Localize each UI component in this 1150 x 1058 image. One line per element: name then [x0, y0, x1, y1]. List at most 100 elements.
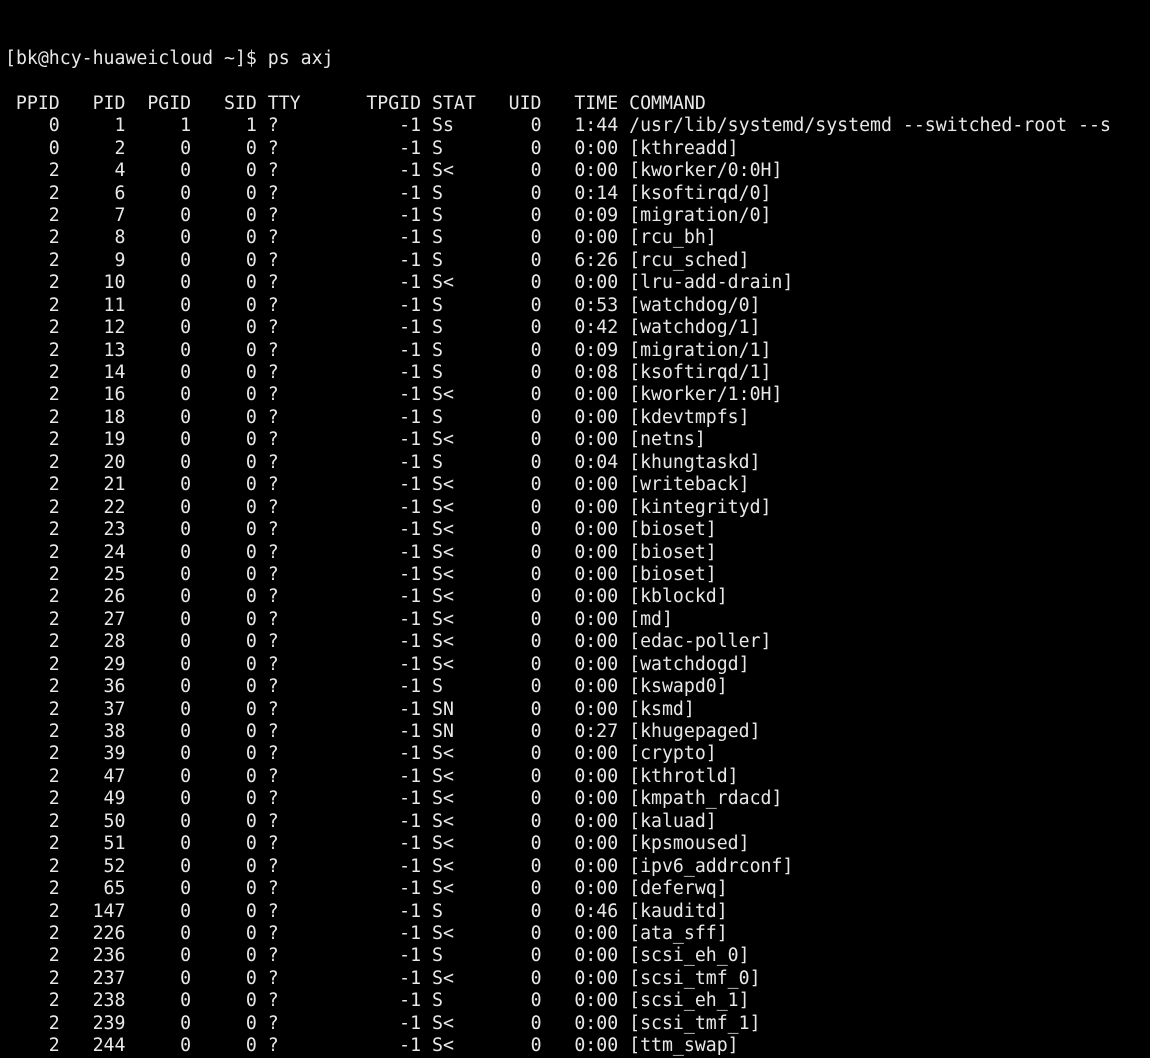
cell-time: 0:00 — [574, 496, 619, 518]
cell-tpgid: -1 — [399, 451, 422, 473]
cell-uid: 0 — [530, 429, 542, 451]
process-row: 2 29 0 0? -1 S< 0 0:00 [watchdogd] — [5, 653, 750, 676]
cell-tty: ? — [267, 272, 279, 294]
cell-tpgid: -1 — [399, 249, 422, 271]
cell-stat: S< — [432, 743, 454, 765]
cell-pid: 14 — [103, 362, 126, 384]
cell-tpgid: -1 — [399, 653, 422, 675]
cell-pid: 25 — [103, 563, 126, 585]
cell-uid: 0 — [530, 227, 542, 249]
cell-sid: 0 — [245, 429, 257, 451]
cell-uid: 0 — [530, 563, 542, 585]
cell-tty: ? — [267, 294, 279, 316]
cell-uid: 0 — [530, 698, 542, 720]
cell-pgid: 0 — [180, 765, 192, 787]
cell-pgid: 0 — [180, 294, 192, 316]
cell-time: 0:00 — [574, 878, 619, 900]
process-row: 2 14 0 0? -1 S 0 0:08 [ksoftirqd/1] — [5, 362, 772, 384]
cell-sid: 0 — [245, 945, 257, 967]
cell-tpgid: -1 — [399, 182, 422, 204]
cell-pgid: 0 — [180, 519, 192, 541]
cell-pgid: 0 — [180, 563, 192, 585]
cell-time: 0:00 — [574, 922, 619, 944]
cell-pgid: 0 — [180, 272, 192, 294]
cell-tpgid: -1 — [399, 810, 422, 832]
cell-sid: 0 — [245, 900, 257, 922]
cell-uid: 0 — [530, 833, 542, 855]
terminal-output[interactable]: [bk@hcy-huaweicloud ~]$ ps axj PPID PID PG… — [5, 3, 1111, 1058]
cell-sid: 0 — [245, 721, 257, 743]
cell-uid: 0 — [530, 496, 542, 518]
cell-pid: 22 — [103, 496, 126, 518]
cell-tpgid: -1 — [399, 137, 422, 159]
cell-command: [bioset] — [629, 519, 717, 541]
cell-pgid: 0 — [180, 384, 192, 406]
cell-pgid: 0 — [180, 406, 192, 428]
header-command: COMMAND — [629, 92, 706, 114]
cell-tty: ? — [267, 765, 279, 787]
cell-uid: 0 — [530, 317, 542, 339]
process-row: 2 22 0 0? -1 S< 0 0:00 [kintegrityd] — [5, 496, 772, 519]
cell-pgid: 0 — [180, 204, 192, 226]
cell-ppid: 2 — [48, 563, 60, 585]
cell-stat: S< — [432, 384, 454, 406]
cell-sid: 0 — [245, 563, 257, 585]
cell-pid: 26 — [103, 586, 126, 608]
cell-stat: S< — [432, 833, 454, 855]
header-tty: TTY — [267, 92, 301, 114]
cell-tty: ? — [267, 182, 279, 204]
cell-tpgid: -1 — [399, 765, 422, 787]
cell-tpgid: -1 — [399, 833, 422, 855]
process-row: 2 38 0 0? -1 SN 0 0:27 [khugepaged] — [5, 721, 761, 743]
cell-tty: ? — [267, 115, 279, 137]
cell-stat: S< — [432, 160, 454, 182]
cell-uid: 0 — [530, 721, 542, 743]
cell-command: [edac-poller] — [629, 631, 772, 653]
cell-pid: 29 — [103, 653, 126, 675]
cell-pgid: 0 — [180, 698, 192, 720]
cell-sid: 0 — [245, 406, 257, 428]
cell-command: [writeback] — [629, 474, 750, 496]
cell-tty: ? — [267, 563, 279, 585]
cell-tpgid: -1 — [399, 429, 422, 451]
header-row: PPID PID PGID SID TTY TPGID STAT UID TIME COMMAND — [5, 93, 706, 115]
cell-sid: 0 — [245, 182, 257, 204]
process-row: 2 11 0 0? -1 S 0 0:53 [watchdog/0] — [5, 294, 761, 317]
cell-time: 0:14 — [574, 182, 619, 204]
cell-time: 0:00 — [574, 788, 619, 810]
cell-pid: 4 — [114, 160, 126, 182]
cell-uid: 0 — [530, 249, 542, 271]
cell-sid: 0 — [245, 608, 257, 630]
process-row: 2 24 0 0? -1 S< 0 0:00 [bioset] — [5, 542, 717, 564]
cell-ppid: 2 — [48, 496, 60, 518]
cell-tpgid: -1 — [399, 474, 422, 496]
cell-tpgid: -1 — [399, 563, 422, 585]
cell-tpgid: -1 — [399, 384, 422, 406]
cell-uid: 0 — [530, 900, 542, 922]
cell-stat: S — [432, 990, 443, 1012]
cell-pid: 27 — [103, 608, 126, 630]
cell-time: 0:00 — [574, 429, 619, 451]
cell-ppid: 2 — [48, 631, 60, 653]
cell-sid: 0 — [245, 272, 257, 294]
cell-command: [ksoftirqd/1] — [629, 362, 772, 384]
process-row: 2 12 0 0? -1 S 0 0:42 [watchdog/1] — [5, 317, 761, 339]
cell-tpgid: -1 — [399, 227, 422, 249]
cell-ppid: 2 — [48, 204, 60, 226]
cell-ppid: 2 — [48, 990, 60, 1012]
cell-stat: S< — [432, 855, 454, 877]
cell-ppid: 2 — [48, 945, 60, 967]
cell-sid: 0 — [245, 698, 257, 720]
cell-time: 0:08 — [574, 362, 619, 384]
cell-pid: 147 — [92, 900, 126, 922]
cell-uid: 0 — [530, 990, 542, 1012]
cell-tpgid: -1 — [399, 294, 422, 316]
cell-time: 0:00 — [574, 406, 619, 428]
cell-sid: 0 — [245, 451, 257, 473]
cell-command: [ttm_swap] — [629, 1035, 739, 1057]
cell-pgid: 0 — [180, 743, 192, 765]
cell-ppid: 2 — [48, 1012, 60, 1034]
cell-stat: SN — [432, 698, 454, 720]
cell-command: [watchdog/0] — [629, 294, 761, 316]
cell-tpgid: -1 — [399, 1035, 422, 1057]
